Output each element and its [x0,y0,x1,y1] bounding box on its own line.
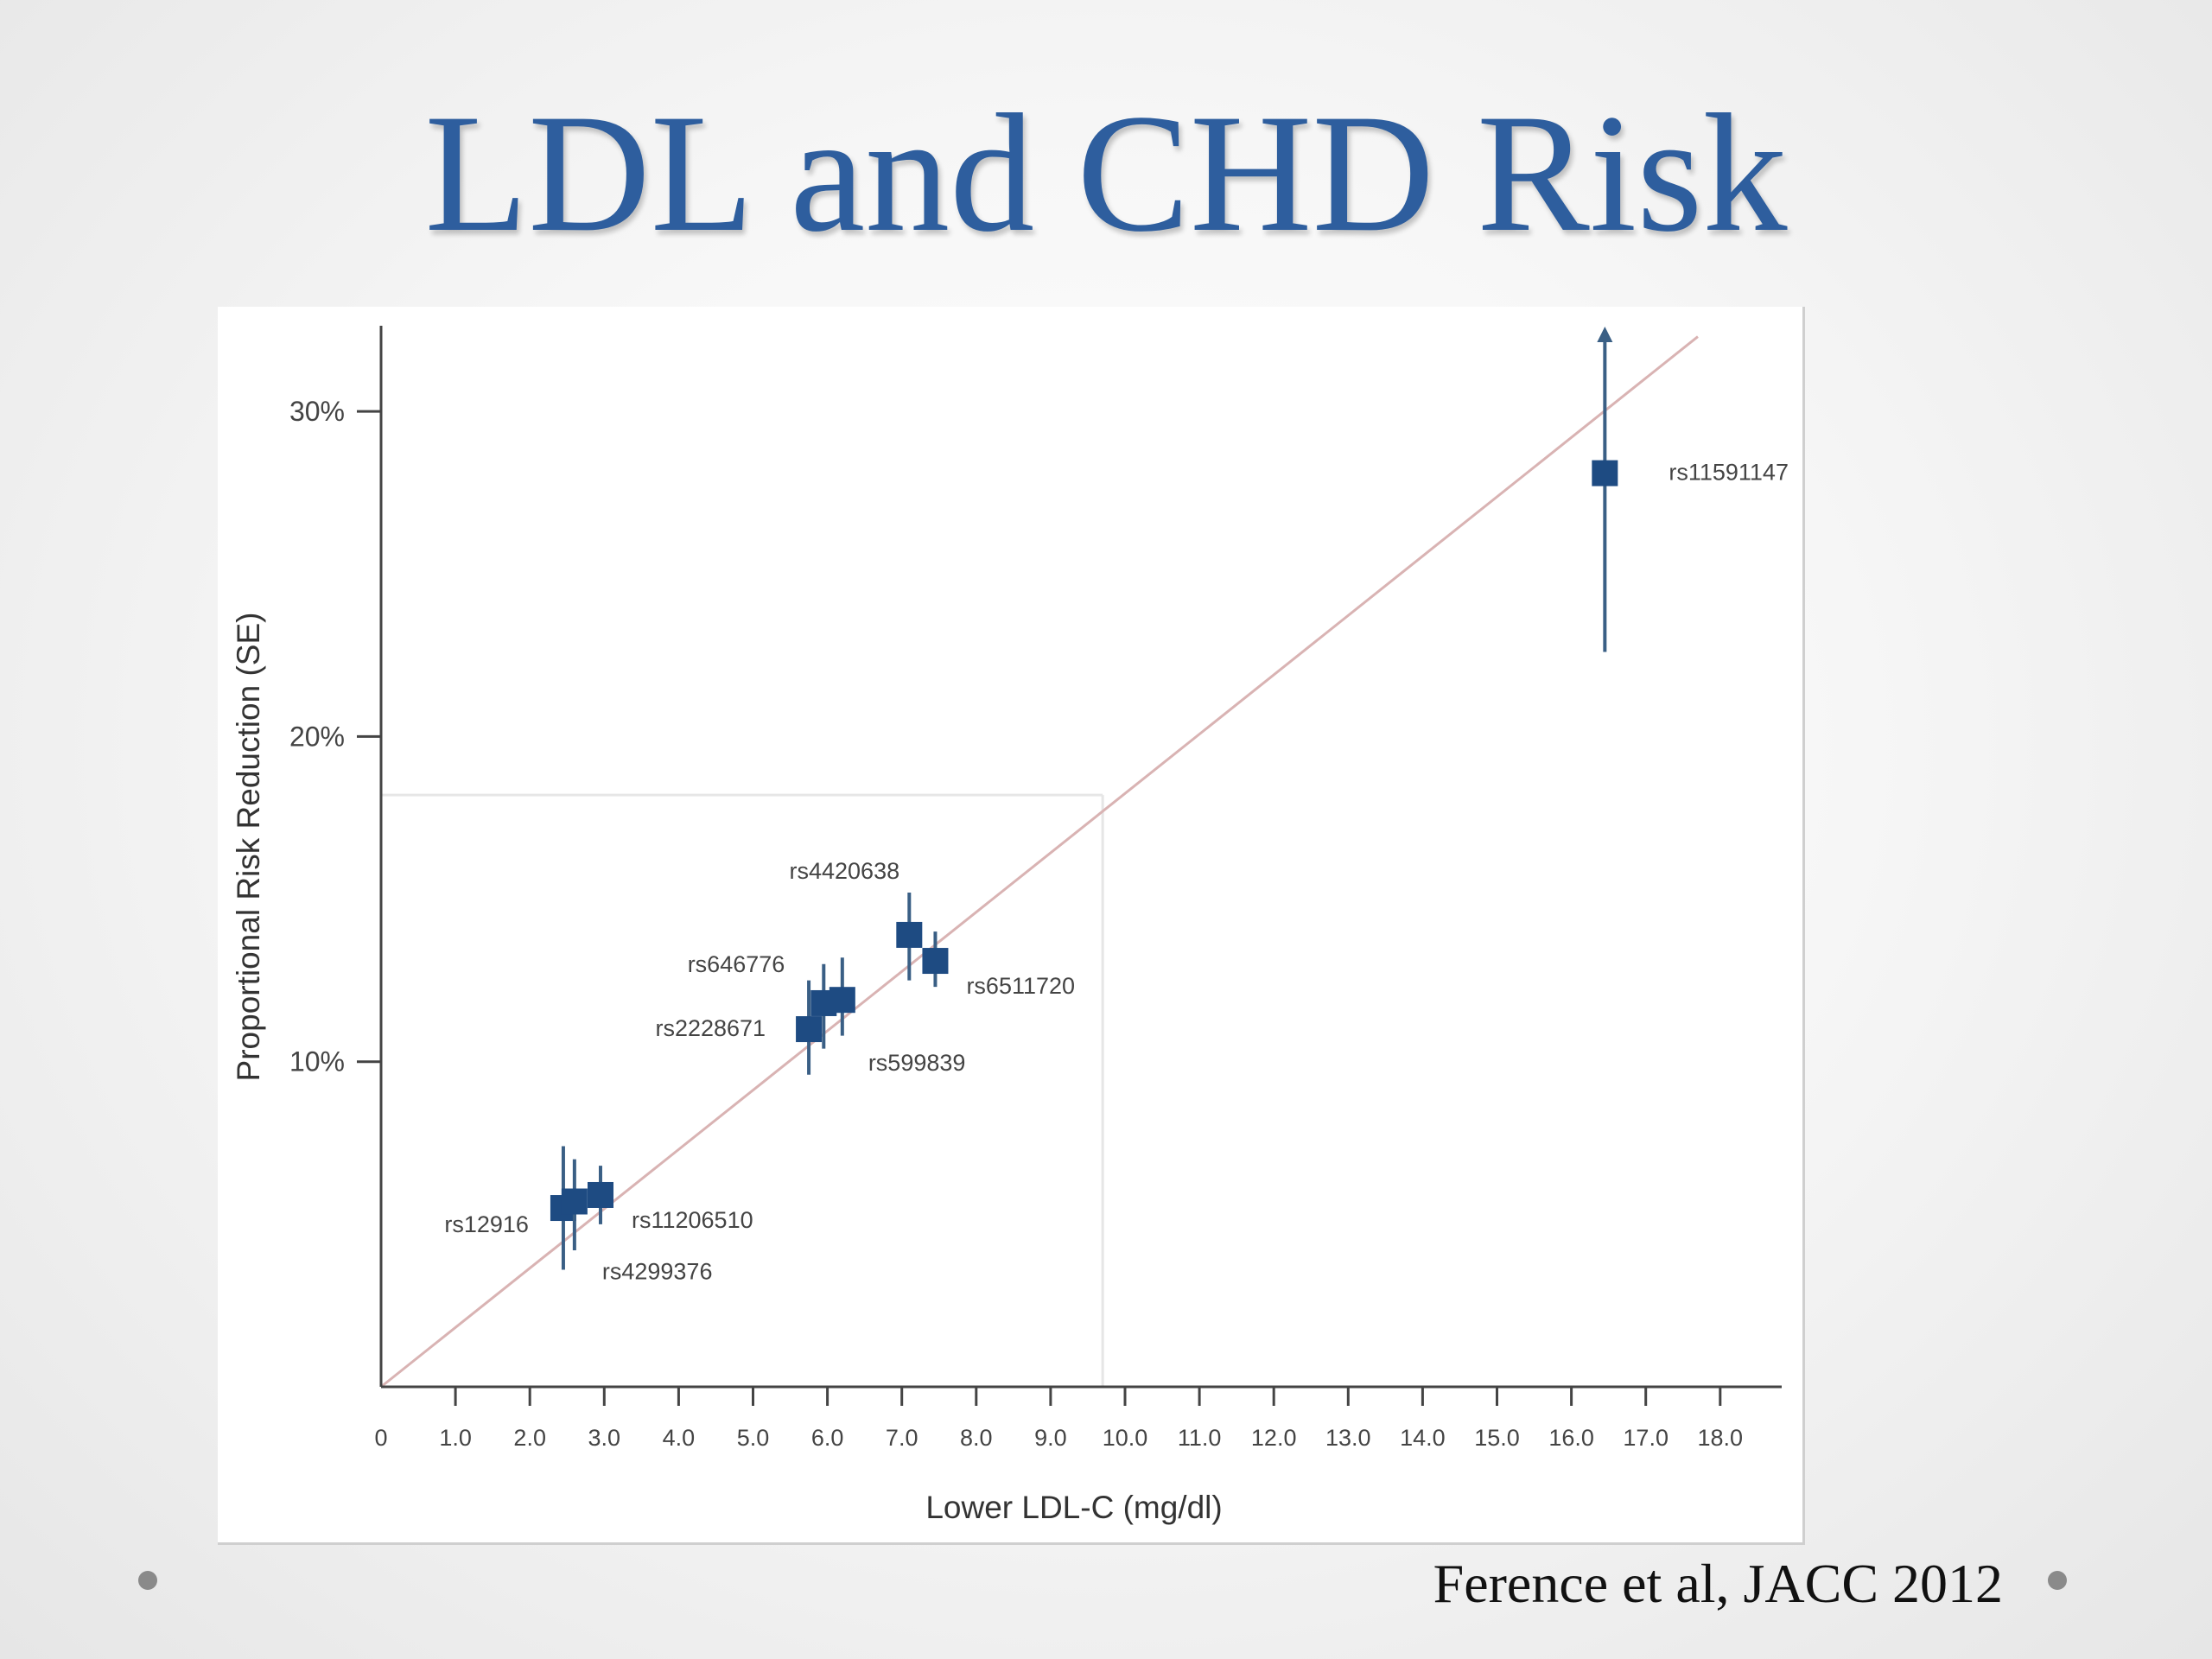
x-tick-label: 10.0 [1103,1425,1148,1451]
x-tick-label: 2.0 [513,1425,546,1451]
y-axis-label: Proportional Risk Reduction (SE) [231,613,266,1082]
data-point-label: rs11206510 [632,1207,753,1233]
x-ticks: 0 1.0 2.0 3.0 4.0 5.0 6.0 7.0 8.0 9.0 10.0 11.0 12.0… [374,1387,1743,1451]
data-point-label: rs6511720 [966,973,1075,999]
x-tick-label: 3.0 [588,1425,621,1451]
bullet-dot-right [2048,1571,2067,1590]
x-tick-label: 14.0 [1400,1425,1446,1451]
x-tick-label: 17.0 [1623,1425,1669,1451]
y-tick-label: 10% [289,1046,345,1077]
x-tick-label: 18.0 [1698,1425,1744,1451]
x-tick-label: 9.0 [1034,1425,1067,1451]
x-tick-label: 15.0 [1474,1425,1520,1451]
data-point-label: rs599839 [868,1050,966,1076]
y-tick-label: 20% [289,721,345,752]
data-points: rs12916 rs4299376 rs11206510 rs2228671 rs646… [444,327,1789,1285]
fit-line [380,335,1699,1389]
x-tick-label: 6.0 [811,1425,844,1451]
y-tick-label: 30% [289,396,345,427]
data-point-label: rs2228671 [655,1015,766,1041]
x-tick-label: 16.0 [1548,1425,1594,1451]
data-point-marker [561,1188,588,1215]
bullet-dot-left [138,1571,157,1590]
scatter-chart: 0 1.0 2.0 3.0 4.0 5.0 6.0 7.0 8.0 9.0 10.0 11.0 12.0… [231,326,1789,1525]
x-tick-label: 1.0 [439,1425,472,1451]
data-point-marker [796,1016,823,1043]
error-bar-arrow [1597,327,1613,343]
x-axis-label: Lower LDL-C (mg/dl) [925,1490,1222,1525]
data-point-marker [922,948,949,975]
citation: Ference et al, JACC 2012 [1433,1553,2003,1614]
x-tick-label: 13.0 [1325,1425,1371,1451]
x-tick-label: 0 [374,1425,387,1451]
x-tick-label: 7.0 [886,1425,918,1451]
x-tick-label: 4.0 [663,1425,696,1451]
data-point-label: rs4299376 [602,1259,713,1285]
data-point-marker [829,987,855,1014]
data-point-label: rs11591147 [1669,460,1789,486]
x-tick-label: 12.0 [1251,1425,1297,1451]
chart-panel: 0 1.0 2.0 3.0 4.0 5.0 6.0 7.0 8.0 9.0 10.0 11.0 12.0… [218,307,1805,1545]
data-point-label: rs4420638 [790,858,900,884]
data-point-label: rs646776 [688,951,785,977]
data-point-label: rs12916 [444,1211,529,1237]
data-point-marker [587,1181,613,1208]
axes [379,326,1782,1389]
slide-title: LDL and CHD Risk [424,79,1788,267]
y-ticks: 10% 20% 30% [289,396,381,1077]
x-tick-label: 8.0 [960,1425,993,1451]
fit-line-group [380,335,1699,1389]
x-tick-label: 5.0 [737,1425,770,1451]
data-point-marker [1592,460,1618,486]
reference-lines [381,793,1104,1387]
x-tick-label: 11.0 [1178,1425,1222,1451]
data-point-marker [896,921,923,948]
